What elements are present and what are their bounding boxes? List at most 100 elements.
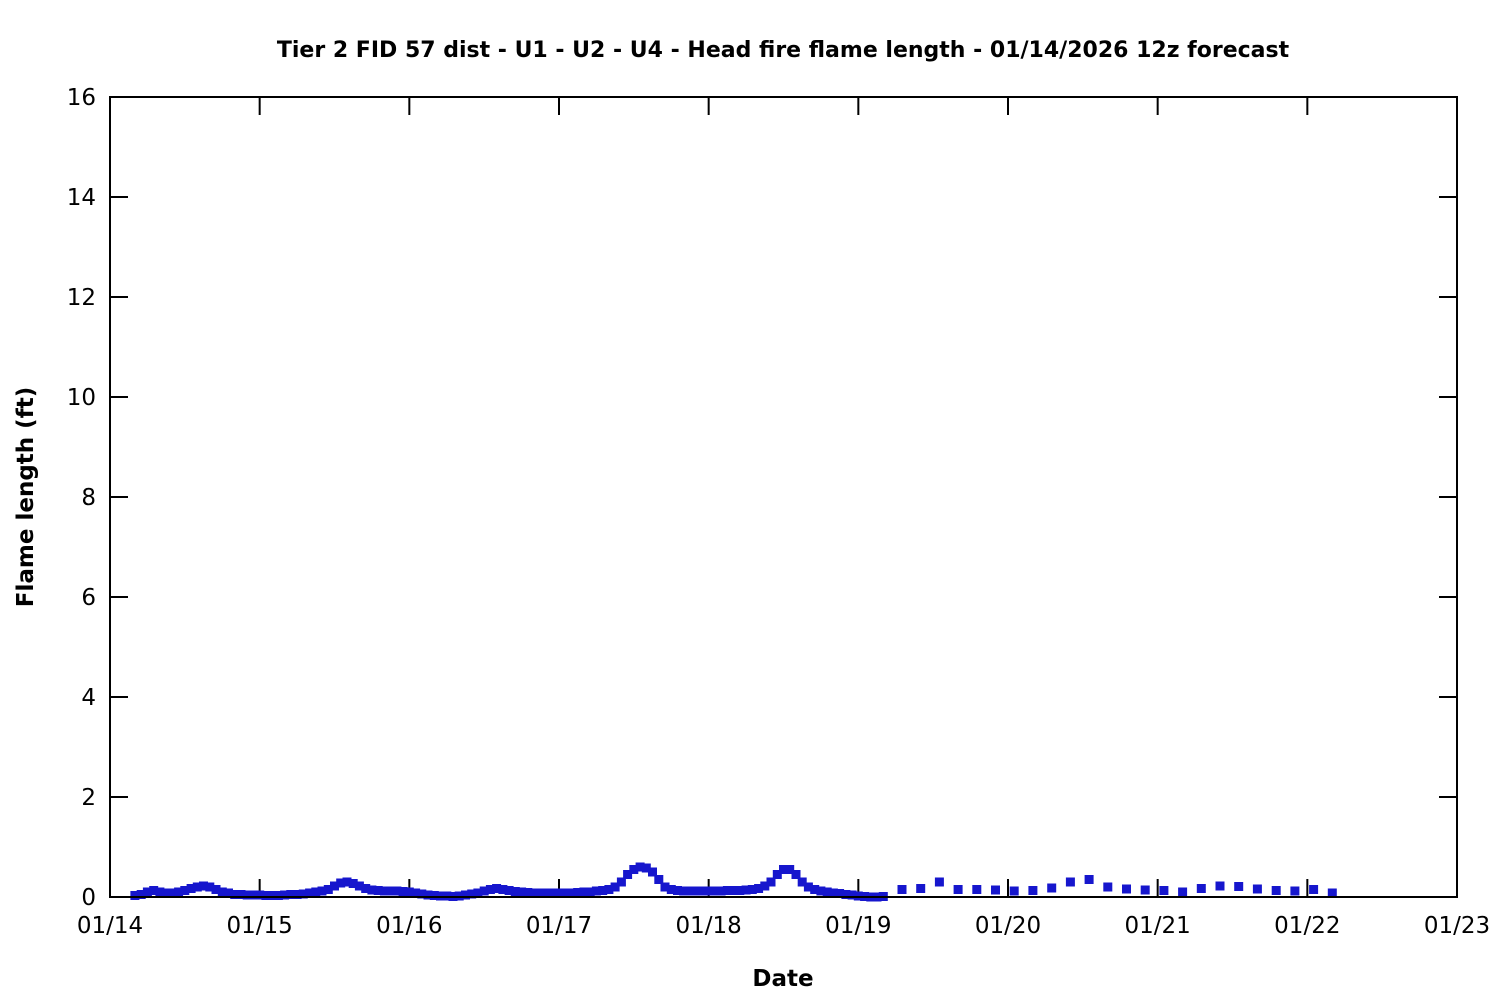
data-point [261, 891, 271, 900]
data-point [560, 888, 570, 898]
data-point [348, 879, 358, 888]
data-point [704, 886, 714, 896]
x-tick-label: 01/18 [676, 913, 742, 939]
y-tick-label: 8 [81, 485, 96, 511]
data-point [529, 888, 539, 898]
data-point [199, 881, 208, 891]
data-point [591, 886, 601, 896]
data-point [230, 890, 240, 899]
data-point [174, 887, 184, 897]
data-point [398, 887, 408, 896]
data-point [473, 888, 483, 898]
data-point [342, 877, 352, 887]
y-tick-label: 6 [81, 585, 96, 611]
data-point [635, 862, 645, 872]
data-point [317, 886, 327, 896]
plot-border [109, 96, 1458, 898]
chart-title: Tier 2 FID 57 dist - U1 - U2 - U4 - Head… [277, 38, 1290, 63]
data-point [735, 886, 745, 895]
data-point [791, 870, 801, 879]
data-point [785, 865, 795, 874]
data-point [161, 888, 171, 898]
y-tick-label: 12 [67, 285, 96, 311]
data-point [523, 888, 533, 897]
data-point [429, 891, 439, 900]
x-tick-label: 01/14 [77, 913, 143, 939]
data-point [504, 886, 514, 895]
data-point [666, 885, 676, 894]
x-tick-label: 01/22 [1274, 913, 1340, 939]
data-point [828, 888, 838, 898]
data-point [280, 890, 290, 900]
data-point [679, 886, 689, 896]
data-point [722, 886, 732, 895]
y-tick-label: 0 [81, 885, 96, 911]
x-tick-label: 01/21 [1125, 913, 1191, 939]
data-point [822, 887, 832, 897]
data-point [1047, 883, 1057, 893]
data-point [286, 890, 296, 899]
data-point [336, 878, 346, 888]
data-point [417, 889, 427, 899]
y-tick-label: 2 [81, 785, 96, 811]
data-point [411, 888, 421, 898]
data-point [847, 890, 857, 900]
data-point [267, 891, 277, 900]
data-point [217, 887, 227, 897]
y-tick-label: 14 [67, 185, 96, 211]
data-point [673, 886, 682, 895]
data-point [716, 886, 726, 896]
data-point [648, 867, 657, 877]
data-point [1159, 886, 1169, 895]
data-point [598, 886, 608, 895]
data-point [479, 886, 489, 896]
data-point [1065, 877, 1075, 887]
x-tick-label: 01/23 [1424, 913, 1490, 939]
data-point [298, 889, 308, 899]
data-point [579, 887, 589, 897]
data-point [841, 890, 851, 899]
data-point [423, 890, 433, 900]
data-point [142, 887, 152, 897]
data-point [361, 884, 371, 893]
data-point [1290, 886, 1300, 896]
data-point [710, 886, 720, 896]
data-point [354, 881, 364, 891]
x-tick-label: 01/15 [227, 913, 293, 939]
x-axis-label: Date [752, 966, 813, 992]
data-point [610, 882, 620, 892]
data-point [1009, 886, 1019, 896]
data-point [467, 889, 477, 899]
data-point [1178, 887, 1188, 897]
data-point [772, 870, 782, 879]
data-point [573, 888, 583, 897]
data-point [766, 877, 776, 887]
data-point [548, 888, 558, 898]
data-point [641, 863, 651, 873]
x-tick-label: 01/19 [825, 913, 891, 939]
data-point [461, 890, 470, 900]
data-point [991, 885, 1000, 895]
data-point [136, 890, 146, 899]
data-point [498, 885, 508, 894]
data-point [149, 886, 159, 895]
data-point [629, 865, 639, 874]
data-point [810, 885, 820, 894]
data-point [1215, 881, 1225, 891]
data-point [510, 887, 520, 896]
data-point [554, 888, 564, 898]
data-point [1196, 884, 1206, 893]
data-point [616, 877, 626, 887]
data-point [379, 886, 389, 896]
data-point [760, 881, 770, 891]
data-point [305, 888, 315, 898]
data-point [779, 865, 788, 874]
data-point [1103, 882, 1113, 892]
data-point [729, 886, 739, 895]
data-point [1234, 882, 1244, 891]
data-point [685, 886, 695, 896]
data-point [1252, 884, 1262, 894]
data-point [255, 890, 265, 900]
